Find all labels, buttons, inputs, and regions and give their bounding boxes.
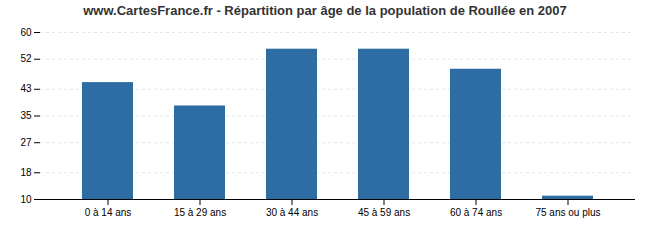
html-text:www.CartesFrance.fr - Répartit: www.CartesFrance.fr - Répartition par âg… <box>83 3 567 18</box>
svg-text:43: 43 <box>20 83 32 94</box>
svg-text:35: 35 <box>20 110 32 121</box>
svg-text:52: 52 <box>20 53 32 64</box>
svg-text:60: 60 <box>20 27 32 38</box>
svg-text:10: 10 <box>20 194 32 205</box>
svg-text:15 à 29 ans: 15 à 29 ans <box>174 207 226 218</box>
svg-text:27: 27 <box>20 137 32 148</box>
svg-text:30 à 44 ans: 30 à 44 ans <box>266 207 318 218</box>
svg-text:0 à 14 ans: 0 à 14 ans <box>85 207 132 218</box>
svg-text:18: 18 <box>20 167 32 178</box>
svg-text:75 ans ou plus: 75 ans ou plus <box>535 207 600 218</box>
svg-text:45 à 59 ans: 45 à 59 ans <box>358 207 410 218</box>
svg-text:60 à 74 ans: 60 à 74 ans <box>450 207 502 218</box>
